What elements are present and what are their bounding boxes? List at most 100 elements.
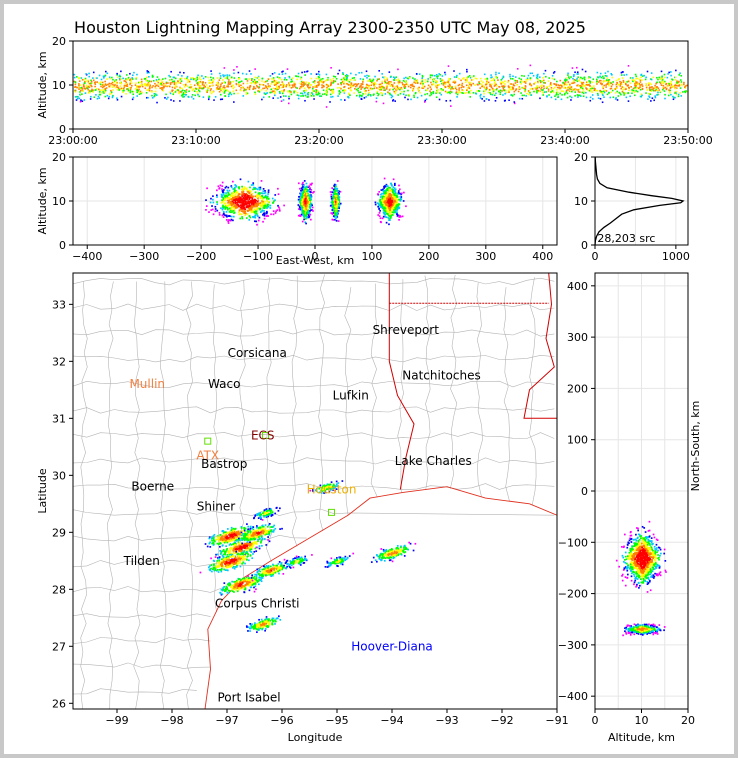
source-point (235, 79, 238, 82)
source-point (632, 89, 635, 92)
source-point (84, 92, 87, 94)
source-point (326, 79, 328, 81)
source-point (392, 201, 394, 204)
source-point (261, 537, 264, 540)
source-point (395, 89, 397, 91)
source-point (125, 93, 127, 95)
source-point (323, 93, 326, 95)
county-line (239, 279, 246, 580)
source-point (201, 83, 204, 86)
source-point (591, 90, 593, 93)
source-point (359, 86, 361, 88)
source-point (678, 84, 681, 86)
source-point (448, 87, 450, 90)
source-point (489, 92, 491, 94)
source-point (130, 86, 132, 89)
source-point (302, 212, 305, 215)
source-point (302, 85, 304, 87)
source-point (664, 97, 666, 100)
source-point (291, 84, 294, 86)
source-point (350, 89, 352, 92)
source-point (383, 196, 386, 198)
source-point (380, 84, 383, 86)
source-point (229, 91, 231, 94)
source-point (379, 198, 382, 201)
source-point (669, 89, 671, 92)
source-point (393, 79, 395, 82)
source-point (627, 86, 630, 89)
source-point (451, 87, 453, 89)
source-point (663, 80, 666, 83)
source-point (386, 204, 389, 207)
source-point (581, 87, 584, 90)
source-point (138, 86, 140, 88)
source-point (334, 201, 337, 203)
source-point (226, 528, 229, 530)
source-point (214, 208, 217, 210)
source-point (634, 86, 637, 88)
source-point (304, 202, 307, 205)
source-point (525, 95, 527, 97)
source-point (230, 194, 233, 197)
source-point (249, 526, 252, 529)
source-point (80, 99, 82, 101)
source-point (240, 206, 243, 208)
source-point (454, 82, 456, 84)
source-point (412, 89, 415, 91)
source-point (79, 87, 82, 90)
source-point (222, 216, 225, 218)
source-point (398, 216, 401, 218)
source-point (210, 79, 213, 81)
source-point (299, 214, 301, 217)
source-point (255, 85, 258, 87)
source-point (536, 77, 539, 80)
county-line (80, 281, 88, 709)
source-point (337, 87, 339, 89)
source-point (335, 217, 337, 220)
source-point (144, 82, 147, 85)
source-point (679, 79, 682, 81)
source-point (176, 80, 179, 82)
source-point (618, 83, 621, 86)
source-point (301, 183, 304, 186)
source-point (245, 187, 248, 190)
source-point (247, 194, 250, 197)
source-point (243, 207, 246, 210)
ew-alt-axis-tick-label: 10 (52, 195, 66, 208)
source-point (288, 85, 291, 88)
source-point (261, 198, 264, 200)
source-point (235, 89, 238, 92)
source-point (332, 197, 335, 200)
source-point (386, 203, 389, 206)
source-point (258, 207, 261, 210)
source-point (262, 188, 265, 190)
source-point (451, 86, 453, 88)
source-point (245, 88, 247, 91)
source-point (112, 89, 114, 91)
source-point (138, 85, 140, 87)
source-point (143, 83, 146, 85)
source-point (304, 200, 307, 203)
source-point (268, 96, 271, 98)
source-point (221, 188, 223, 191)
source-point (262, 212, 265, 215)
source-point (279, 96, 282, 98)
source-point (334, 199, 337, 202)
source-point (232, 80, 234, 83)
source-point (355, 88, 358, 91)
source-point (380, 204, 383, 207)
source-point (156, 94, 158, 96)
source-point (110, 91, 113, 94)
source-point (389, 215, 391, 218)
source-point (497, 90, 500, 93)
source-point (545, 75, 547, 78)
source-point (92, 89, 94, 91)
source-point (234, 201, 237, 204)
source-point (228, 553, 231, 556)
source-point (393, 210, 396, 212)
source-point (74, 83, 77, 86)
source-point (647, 92, 650, 95)
source-point (267, 191, 270, 193)
source-point (607, 82, 609, 84)
source-point (383, 192, 386, 194)
